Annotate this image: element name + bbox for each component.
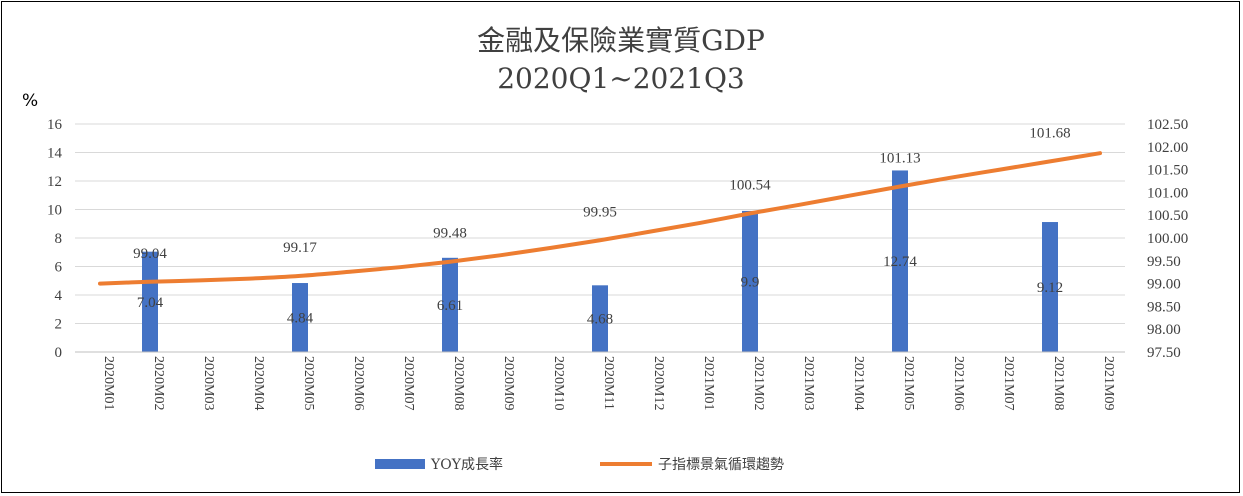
bar [292,283,308,352]
y-right-tick-label: 100.50 [1147,208,1188,224]
x-tick-label: 2021M05 [901,356,916,410]
x-tick-label: 2021M01 [701,356,716,410]
legend: YOY成長率 子指標景氣循環趨勢 [375,456,784,473]
y-left-tick-label: 8 [55,231,63,247]
x-tick-label: 2020M05 [301,356,316,410]
bar [592,285,608,352]
y-left-unit: % [22,91,38,111]
x-tick-label: 2020M04 [251,356,266,410]
y-left-tick-label: 16 [47,117,63,133]
x-axis: 2020M01 2020M02 2020M03 2020M04 2020M05 2020M… [75,351,1125,410]
bar-data-label: 4.68 [587,312,613,328]
line-data-label: 101.13 [879,150,920,166]
y-left-tick-label: 12 [47,174,62,190]
line-data-label: 99.48 [433,226,467,242]
data-labels: 7.04 4.84 6.61 4.68 9.9 12.74 9.12 99.04 99.17 99… [133,125,1071,327]
y-right-tick-label: 98.00 [1147,322,1181,338]
x-tick-label: 2020M12 [651,356,666,410]
bar-data-label: 7.04 [137,295,164,311]
line-data-label: 99.04 [133,246,167,262]
y-left-tick-label: 0 [55,345,63,361]
chart-subtitle: 2020Q1~2021Q3 [497,62,745,95]
legend-label-line: 子指標景氣循環趨勢 [658,457,784,473]
y-right-tick-label: 100.00 [1147,231,1188,247]
line-data-label: 100.54 [729,177,771,193]
x-tick-label: 2020M06 [351,356,366,410]
x-tick-label: 2020M01 [101,356,116,410]
y-right-axis: 97.50 98.00 98.50 99.00 99.50 100.00 100.50 101… [1147,117,1188,361]
x-tick-label: 2021M08 [1051,356,1066,410]
x-tick-label: 2020M07 [401,356,416,410]
bar [142,251,158,352]
x-tick-label: 2021M02 [751,356,766,410]
x-tick-label: 2021M03 [801,356,816,410]
line-data-label: 99.95 [583,204,617,220]
legend-swatch-bar [375,459,425,469]
y-right-tick-label: 98.50 [1147,299,1181,315]
y-right-tick-label: 102.50 [1147,117,1188,133]
y-left-axis: 0 2 4 6 8 10 12 14 16 [47,117,63,361]
x-tick-label: 2020M10 [551,356,566,410]
line-data-label: 101.68 [1029,125,1070,141]
y-right-tick-label: 101.00 [1147,185,1188,201]
x-tick-label: 2021M07 [1001,356,1016,410]
bar [442,257,458,352]
line-data-label: 99.17 [283,240,317,256]
bar-data-label: 4.84 [287,311,314,327]
chart-title: 金融及保險業實質GDP [477,24,765,57]
bar-data-label: 9.9 [741,274,760,290]
x-tick-label: 2020M11 [601,356,616,410]
y-right-tick-label: 99.00 [1147,277,1181,293]
bar [742,210,758,352]
y-right-tick-label: 97.50 [1147,345,1181,361]
legend-label-bar: YOY成長率 [430,456,503,473]
bar [1042,222,1058,352]
y-left-tick-label: 2 [55,317,63,333]
bar-series [142,170,1058,352]
x-tick-label: 2021M09 [1101,356,1116,410]
x-tick-label: 2021M04 [851,356,866,410]
bar-data-label: 6.61 [437,298,463,314]
x-tick-label: 2020M02 [151,356,166,410]
bar-data-label: 12.74 [883,254,917,270]
y-right-tick-label: 101.50 [1147,163,1188,179]
trend-line [98,151,1102,286]
bar [892,170,908,352]
y-left-tick-label: 10 [47,203,62,219]
y-right-tick-label: 99.50 [1147,254,1181,270]
line-series [98,151,1102,286]
bar-data-label: 9.12 [1037,280,1063,296]
y-right-tick-label: 102.00 [1147,140,1188,156]
y-left-tick-label: 14 [47,146,63,162]
x-tick-label: 2021M06 [951,356,966,410]
y-left-tick-label: 4 [55,288,63,304]
y-left-tick-label: 6 [55,260,63,276]
x-tick-label: 2020M08 [451,356,466,410]
x-tick-label: 2020M03 [201,356,216,410]
x-tick-label: 2020M09 [501,356,516,410]
